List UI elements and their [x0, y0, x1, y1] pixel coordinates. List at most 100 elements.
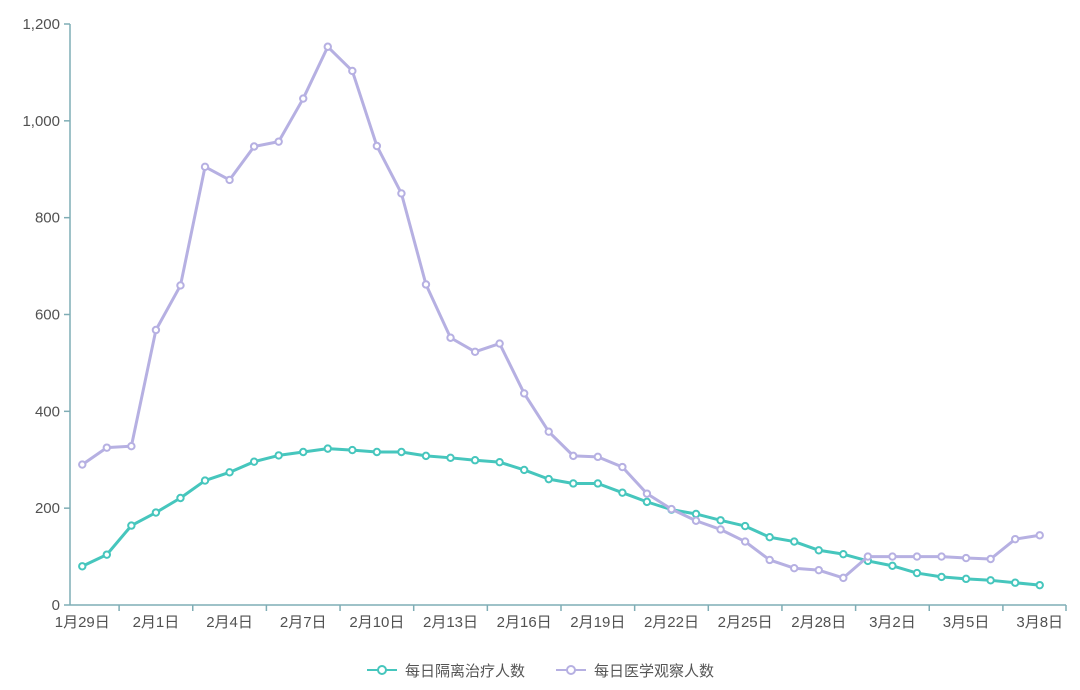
x-axis-tick-label: 2月22日 [644, 614, 699, 631]
data-point[interactable] [421, 280, 431, 289]
data-point[interactable] [765, 533, 774, 542]
x-axis-tick-label: 1月29日 [55, 614, 110, 631]
data-point[interactable] [986, 576, 995, 585]
data-point[interactable] [814, 565, 823, 575]
data-point[interactable] [544, 474, 553, 484]
data-point[interactable] [151, 325, 161, 335]
data-point[interactable] [544, 427, 553, 436]
data-point[interactable] [667, 504, 676, 514]
x-axis: 1月29日 2月1日 2月4日 2月7日 2月10日 2月13日 2月16日 2月19日 2月2… [55, 604, 1067, 631]
data-point[interactable] [569, 479, 578, 488]
x-axis-tick-label: 3月5日 [943, 614, 990, 631]
data-point[interactable] [642, 489, 652, 498]
data-point[interactable] [790, 564, 799, 573]
data-point[interactable] [863, 552, 873, 561]
x-axis-tick-label: 2月7日 [280, 614, 327, 631]
data-point[interactable] [495, 339, 504, 348]
data-point[interactable] [348, 445, 357, 455]
data-point[interactable] [593, 452, 603, 462]
x-axis-tick-label: 2月10日 [349, 614, 404, 631]
data-point[interactable] [102, 443, 112, 452]
data-point[interactable] [937, 572, 946, 582]
data-point[interactable] [618, 488, 627, 497]
data-point[interactable] [470, 456, 480, 465]
data-point[interactable] [446, 453, 455, 463]
legend-label: 每日隔离治疗人数 [404, 662, 525, 680]
data-point[interactable] [814, 546, 823, 555]
data-point[interactable] [790, 537, 799, 546]
data-point[interactable] [225, 468, 234, 477]
y-axis-tick-label: 800 [35, 210, 60, 227]
data-point[interactable] [78, 562, 87, 571]
data-point[interactable] [961, 574, 971, 584]
data-point[interactable] [323, 42, 332, 51]
data-point[interactable] [912, 552, 922, 561]
legend-item-0[interactable]: 每日隔离治疗人数 [366, 660, 525, 681]
data-point[interactable] [421, 451, 431, 461]
data-point[interactable] [1010, 578, 1020, 587]
y-axis: 0 200 400 600 800 1,000 1,200 [22, 16, 71, 614]
x-axis-tick-label: 2月28日 [791, 614, 846, 631]
data-point[interactable] [372, 141, 382, 151]
data-point[interactable] [249, 142, 259, 151]
data-point[interactable] [323, 444, 332, 453]
data-point[interactable] [618, 462, 627, 472]
data-point[interactable] [151, 508, 161, 517]
data-point[interactable] [299, 447, 308, 457]
x-axis-tick-label: 2月1日 [133, 614, 180, 631]
data-point[interactable] [839, 573, 848, 583]
data-point[interactable] [569, 451, 578, 461]
data-point[interactable] [716, 525, 725, 534]
data-point[interactable] [200, 162, 210, 172]
data-point[interactable] [348, 66, 357, 76]
legend-line-icon [366, 665, 397, 675]
data-point[interactable] [888, 561, 897, 570]
data-point[interactable] [446, 333, 455, 342]
data-point[interactable] [200, 476, 210, 485]
data-point[interactable] [397, 189, 406, 198]
data-point[interactable] [274, 451, 283, 460]
data-point[interactable] [1035, 580, 1044, 590]
data-point[interactable] [740, 521, 750, 531]
data-point[interactable] [495, 457, 504, 467]
data-point[interactable] [127, 441, 136, 451]
data-point[interactable] [519, 465, 529, 475]
legend-item-1[interactable]: 每日医学观察人数 [555, 660, 714, 681]
data-point[interactable] [78, 460, 87, 469]
legend: 每日隔离治疗人数 每日医学观察人数 [0, 650, 1080, 690]
data-point[interactable] [176, 493, 185, 503]
data-point[interactable] [1010, 534, 1020, 544]
y-axis-tick-label: 1,200 [22, 16, 60, 33]
data-point[interactable] [593, 479, 603, 488]
data-point[interactable] [937, 552, 946, 561]
data-point[interactable] [519, 389, 529, 398]
data-point[interactable] [740, 537, 750, 546]
data-point[interactable] [961, 553, 971, 563]
legend-label: 每日医学观察人数 [594, 662, 715, 680]
data-point[interactable] [888, 552, 897, 561]
data-point[interactable] [839, 549, 848, 559]
data-point[interactable] [691, 509, 701, 519]
data-point[interactable] [102, 550, 112, 559]
y-axis-tick-label: 600 [35, 307, 60, 324]
data-point[interactable] [299, 94, 308, 103]
y-axis-tick-label: 0 [52, 597, 60, 614]
data-point[interactable] [127, 521, 136, 530]
line-chart: 0 200 400 600 800 1,000 1,200 1月29日 2月1日 2月4日 2月7日… [22, 16, 1067, 631]
data-point[interactable] [1035, 531, 1044, 540]
data-point[interactable] [225, 175, 234, 185]
data-point[interactable] [986, 554, 995, 564]
data-point[interactable] [397, 447, 406, 457]
data-point[interactable] [176, 281, 185, 290]
data-point[interactable] [716, 516, 725, 525]
data-point[interactable] [274, 137, 283, 146]
data-point[interactable] [470, 347, 480, 356]
data-point[interactable] [642, 497, 652, 507]
data-point[interactable] [691, 516, 701, 525]
data-point[interactable] [249, 457, 259, 466]
data-point[interactable] [372, 447, 382, 457]
x-axis-tick-label: 3月2日 [869, 614, 916, 631]
data-point[interactable] [765, 555, 774, 565]
x-axis-tick-label: 2月4日 [206, 614, 253, 631]
data-point[interactable] [912, 568, 922, 578]
